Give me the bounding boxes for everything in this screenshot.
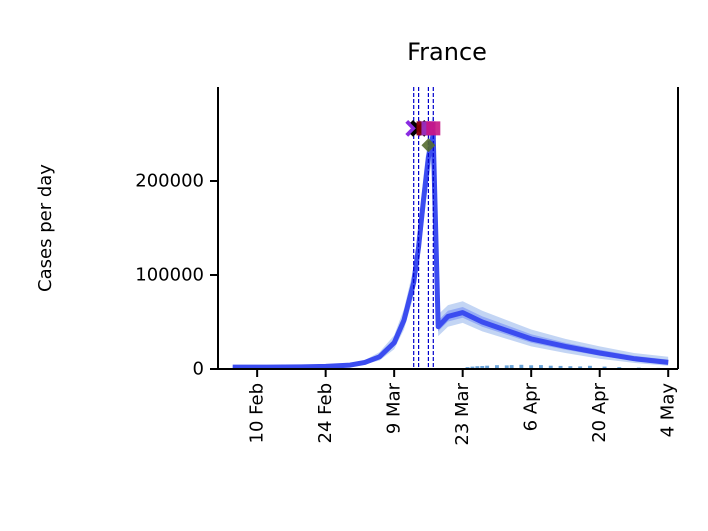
chart-title: France xyxy=(407,38,487,66)
observed-bar xyxy=(485,365,490,369)
observed-bar xyxy=(558,365,563,369)
intervention-lines xyxy=(413,87,434,369)
x-tick-label: 10 Feb xyxy=(247,383,268,444)
x-ticks: 10 Feb 24 Feb 9 Mar 23 Mar 6 Apr 20 Apr 4 May xyxy=(247,369,679,446)
observed-bar xyxy=(568,366,573,369)
median-line-group xyxy=(232,131,669,370)
y-tick-label: 200000 xyxy=(135,171,204,192)
x-tick-label: 6 Apr xyxy=(521,382,542,431)
x-tick-label: 24 Feb xyxy=(315,383,336,444)
observed-bar xyxy=(548,365,553,369)
marker-square xyxy=(426,121,441,136)
outer-credible-band xyxy=(232,113,669,368)
observed-bar xyxy=(529,365,534,369)
observed-bar xyxy=(588,365,592,369)
observed-bar xyxy=(495,365,499,369)
observed-bar xyxy=(504,365,509,369)
observed-bar xyxy=(602,366,607,369)
axes xyxy=(217,87,679,370)
y-tick-label: 0 xyxy=(193,359,204,380)
y-ticks: 0 100000 200000 xyxy=(135,171,218,380)
observed-bar xyxy=(509,365,514,369)
x-tick-label: 23 Mar xyxy=(452,382,473,445)
observed-bar xyxy=(539,365,543,369)
x-tick-label: 20 Apr xyxy=(589,382,610,442)
observed-bar xyxy=(519,364,524,369)
y-tick-label: 100000 xyxy=(135,265,204,286)
observed-bar xyxy=(578,366,583,369)
credible-bands xyxy=(232,113,669,368)
observed-bar xyxy=(475,366,480,369)
x-tick-label: 4 May xyxy=(658,383,679,438)
marker-diamond xyxy=(421,138,436,153)
x-tick-label: 9 Mar xyxy=(384,382,405,434)
observed-bar xyxy=(470,366,475,369)
y-axis-label: Cases per day xyxy=(35,164,56,292)
observed-bar xyxy=(480,366,485,369)
inner-credible-band xyxy=(232,123,669,368)
median-line xyxy=(232,131,669,370)
observed-cases-bars xyxy=(465,364,661,369)
intervention-markers xyxy=(405,119,441,153)
